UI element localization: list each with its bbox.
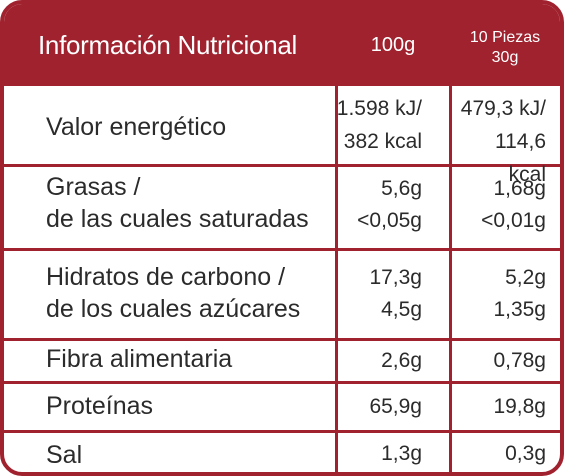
row-label-carbohydrates: Hidratos de carbono / (46, 263, 286, 291)
column-header-portion: 10 Piezas 30g (453, 28, 557, 68)
energy-portion-kcal: 114,6 kcal (495, 130, 546, 186)
row-label-sugars: de los cuales azúcares (46, 295, 301, 323)
carbohydrates-portion: 5,2g (505, 266, 546, 289)
row-divider (4, 164, 560, 167)
saturated-portion: <0,01g (481, 209, 546, 232)
energy-portion-kj: 479,3 kJ/ (460, 97, 546, 120)
table-header: Información Nutricional 100g 10 Piezas 3… (4, 4, 560, 86)
row-divider (4, 248, 560, 251)
column-header-portion-line1: 10 Piezas (469, 29, 541, 46)
salt-portion: 0,3g (505, 442, 546, 465)
protein-100g: 65,9g (369, 395, 422, 418)
column-divider (449, 86, 452, 472)
table-title: Información Nutricional (38, 30, 297, 60)
fat-100g: 5,6g (381, 177, 422, 200)
row-divider (4, 381, 560, 384)
row-divider (4, 338, 560, 341)
row-label-fat: Grasas / (46, 173, 141, 201)
fiber-100g: 2,6g (381, 349, 422, 372)
column-header-100g: 100g (370, 34, 416, 56)
fiber-portion: 0,78g (493, 349, 546, 372)
row-label-fiber: Fibra alimentaria (46, 345, 233, 373)
protein-portion: 19,8g (493, 395, 546, 418)
column-divider (335, 86, 338, 472)
energy-100g-kj: 1.598 kJ/ (336, 97, 422, 120)
fat-portion: 1,68g (493, 177, 546, 200)
energy-100g-kcal: 382 kcal (343, 130, 422, 153)
sugars-portion: 1,35g (493, 298, 546, 321)
column-header-portion-line2: 30g (491, 49, 519, 66)
saturated-100g: <0,05g (357, 209, 422, 232)
row-divider (4, 430, 560, 433)
salt-100g: 1,3g (381, 442, 422, 465)
row-label-energy: Valor energético (46, 113, 227, 141)
row-label-protein: Proteínas (46, 392, 154, 420)
row-label-salt: Sal (46, 441, 83, 469)
row-label-saturated: de las cuales saturadas (46, 205, 309, 233)
carbohydrates-100g: 17,3g (369, 266, 422, 289)
sugars-100g: 4,5g (381, 298, 422, 321)
